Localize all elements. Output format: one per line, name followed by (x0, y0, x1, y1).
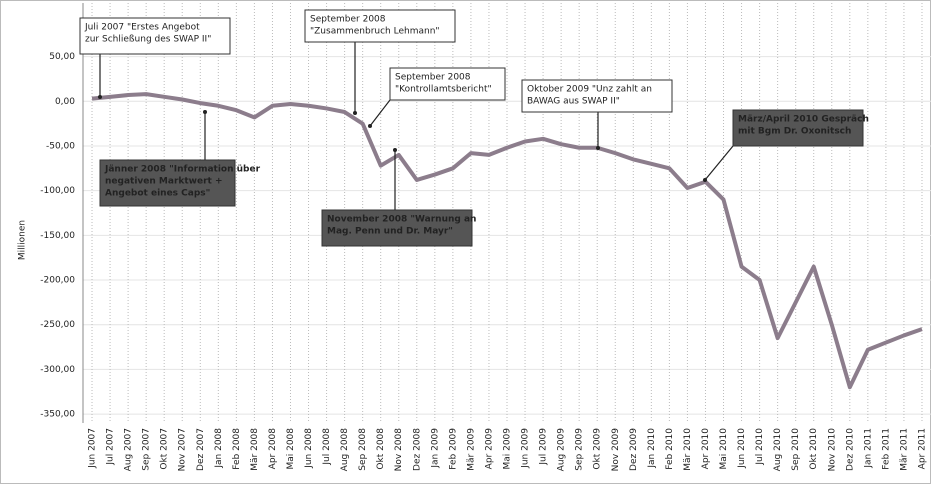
annotation-text: Oktober 2009 "Unz zahlt an (527, 85, 652, 95)
y-tick-label: -100,00 (40, 186, 75, 196)
annotation-text: mit Bgm Dr. Oxonitsch (738, 127, 851, 137)
x-tick-label: Okt 2007 (160, 428, 170, 470)
x-tick-label: Jun 2007 (88, 428, 98, 469)
annotation-box (321, 209, 473, 247)
x-tick-label: Feb 2010 (665, 428, 675, 470)
x-tick-label: Dez 2007 (196, 428, 206, 471)
x-tick-label: Dez 2010 (845, 428, 855, 471)
annotation-text: November 2008 "Warnung an (327, 215, 476, 225)
x-tick-label: Feb 2011 (881, 428, 891, 470)
annotation: September 2008 "Kontrollamtsbericht" (368, 67, 506, 128)
x-tick-label: Jul 2008 (322, 428, 332, 466)
x-tick-label: Jul 2007 (106, 428, 116, 466)
y-tick-label: -150,00 (40, 231, 75, 241)
y-tick-label: -200,00 (40, 276, 75, 286)
annotation-text: BAWAG aus SWAP II" (527, 97, 620, 107)
y-axis-label: Millionen (18, 220, 28, 260)
x-tick-label: Mär 2011 (899, 428, 909, 471)
annotation-text: Juli 2007 "Erstes Angebot (84, 23, 200, 33)
x-tick-label: Nov 2007 (178, 428, 188, 471)
x-tick-label: Aug 2009 (557, 428, 567, 472)
x-tick-label: Nov 2009 (611, 428, 621, 472)
x-tick-label: Jun 2008 (304, 428, 314, 469)
arrow-head (703, 178, 707, 182)
x-tick-label: Okt 2008 (376, 428, 386, 470)
x-tick-label: Jan 2011 (863, 428, 873, 469)
y-tick-label: 50,00 (49, 52, 75, 62)
annotation-box (304, 9, 456, 43)
arrow-head (393, 148, 397, 152)
annotation-arrow (369, 99, 391, 127)
annotation-box (389, 67, 506, 101)
x-tick-label: Sep 2009 (575, 428, 585, 471)
x-tick-label: Nov 2010 (827, 428, 837, 472)
annotation-text: September 2008 (310, 15, 386, 25)
x-tick-label: Jan 2008 (214, 428, 224, 469)
annotation-text: "Zusammenbruch Lehmann" (310, 27, 440, 37)
x-tick-label: Dez 2009 (629, 428, 639, 471)
x-tick-label: Apr 2011 (917, 428, 927, 469)
y-tick-label: -300,00 (40, 365, 75, 375)
x-tick-label: Jul 2010 (755, 428, 765, 466)
x-tick-label: Jun 2010 (737, 428, 747, 469)
annotation-arrow (704, 145, 734, 181)
x-tick-label: Sep 2010 (791, 428, 801, 471)
y-tick-label: -50,00 (46, 141, 75, 151)
annotation-box (79, 17, 231, 55)
annotation: Jänner 2008 "Information über negativen M… (99, 110, 261, 207)
x-tick-label: Jul 2009 (539, 428, 549, 466)
x-tick-label: Apr 2009 (484, 428, 494, 470)
x-tick-label: Feb 2008 (232, 428, 242, 470)
annotation-text: "Kontrollamtsbericht" (395, 85, 492, 95)
annotation-text: negativen Marktwert + (105, 177, 223, 187)
annotation: September 2008 "Zusammenbruch Lehmann" (304, 9, 456, 115)
x-tick-label: Dez 2008 (412, 428, 422, 471)
x-tick-label: Okt 2010 (809, 428, 819, 470)
annotation: November 2008 "Warnung an Mag. Penn und D… (321, 148, 476, 247)
annotation-text: September 2008 (395, 73, 471, 83)
arrow-head (98, 95, 102, 99)
y-tick-label: -350,00 (40, 410, 75, 420)
x-tick-label: Mai 2010 (719, 428, 729, 470)
x-tick-label: Jun 2009 (521, 428, 531, 469)
annotation-box (732, 109, 864, 147)
arrow-head (596, 146, 600, 150)
annotation-text: zur Schließung des SWAP II" (85, 35, 211, 45)
x-tick-label: Sep 2007 (142, 428, 152, 471)
y-tick-label: 0,00 (55, 97, 75, 107)
annotation: Juli 2007 "Erstes Angebot zur Schließung … (79, 17, 231, 99)
x-tick-label: Okt 2009 (593, 428, 603, 470)
x-tick-label: Apr 2010 (701, 428, 711, 470)
x-tick-label: Aug 2008 (340, 428, 350, 472)
x-tick-label: Mär 2008 (250, 428, 260, 471)
x-tick-label: Nov 2008 (394, 428, 404, 472)
x-tick-label: Aug 2007 (124, 428, 134, 471)
y-tick-label: -250,00 (40, 320, 75, 330)
x-tick-label: Mär 2010 (683, 428, 693, 471)
annotation-box (521, 79, 673, 113)
data-line (91, 92, 923, 390)
annotation-text: Jänner 2008 "Information über (104, 165, 261, 175)
x-tick-label: Mär 2009 (466, 428, 476, 471)
arrow-head (368, 124, 372, 128)
x-tick-label: Sep 2008 (358, 428, 368, 471)
annotation: März/April 2010 Gespräch mit Bgm Dr. Oxon… (703, 109, 869, 182)
x-tick-label: Mai 2008 (286, 428, 296, 470)
annotation-box (99, 159, 236, 207)
x-tick-label: Jan 2010 (647, 428, 657, 469)
arrow-head (353, 111, 357, 115)
x-tick-label: Feb 2009 (448, 428, 458, 470)
x-tick-label: Mai 2009 (503, 428, 513, 470)
annotation: Oktober 2009 "Unz zahlt an BAWAG aus SWAP… (521, 79, 673, 150)
x-tick-label: Aug 2010 (773, 428, 783, 472)
x-tick-label: Jan 2009 (430, 428, 440, 469)
arrow-head (203, 110, 207, 114)
annotation-text: März/April 2010 Gespräch (738, 115, 869, 125)
x-tick-label: Apr 2008 (268, 428, 278, 470)
annotation-text: Angebot eines Caps" (105, 189, 210, 199)
annotation-text: Mag. Penn und Dr. Mayr" (327, 227, 453, 237)
